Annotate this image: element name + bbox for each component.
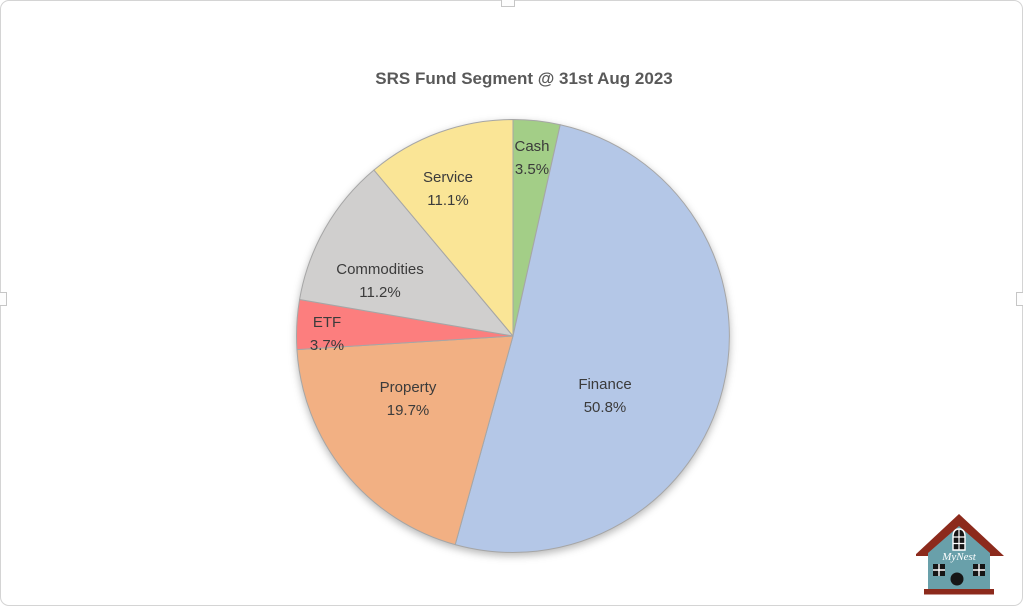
slice-label-cash: Cash 3.5% [514, 135, 549, 181]
attic-window-panes [953, 529, 965, 550]
mynest-logo: MyNest [916, 514, 1004, 595]
birdhouse-base [924, 589, 994, 595]
pie-slice-commodities[interactable] [299, 169, 514, 337]
right-window-panes [973, 564, 985, 576]
slice-value: 50.8% [583, 399, 627, 416]
left-window-panes [933, 564, 945, 576]
chart-title: SRS Fund Segment @ 31st Aug 2023 [375, 69, 673, 88]
slice-value: 19.7% [386, 402, 430, 419]
slice-name: Commodities [336, 261, 424, 278]
pie-slice-property[interactable] [296, 335, 514, 546]
logo-text: MyNest [941, 551, 977, 563]
slice-name: Service [422, 169, 474, 186]
slice-label-commodities: Commodities 11.2% [336, 258, 424, 304]
slice-name: Cash [514, 138, 550, 155]
resize-handle-top[interactable] [501, 0, 515, 7]
slice-value: 3.5% [514, 161, 550, 178]
slice-value: 11.2% [359, 284, 401, 301]
resize-handle-right[interactable] [1016, 292, 1023, 306]
bird-hole-icon [950, 572, 964, 586]
resize-handle-left[interactable] [0, 292, 7, 306]
slice-label-service: Service 11.1% [423, 166, 473, 212]
pie-chart-area [295, 118, 731, 554]
pie-slice-service[interactable] [373, 119, 514, 337]
pie-chart[interactable] [295, 118, 731, 554]
slice-value: 11.1% [427, 192, 469, 209]
pie-slice-finance[interactable] [454, 124, 730, 553]
slice-label-finance: Finance 50.8% [578, 373, 631, 419]
slice-value: 3.7% [309, 337, 345, 354]
slice-label-etf: ETF 3.7% [310, 311, 344, 357]
slice-label-property: Property 19.7% [380, 376, 437, 422]
slice-name: Finance [578, 376, 632, 393]
slice-name: Property [379, 379, 437, 396]
slice-name: ETF [312, 314, 342, 331]
